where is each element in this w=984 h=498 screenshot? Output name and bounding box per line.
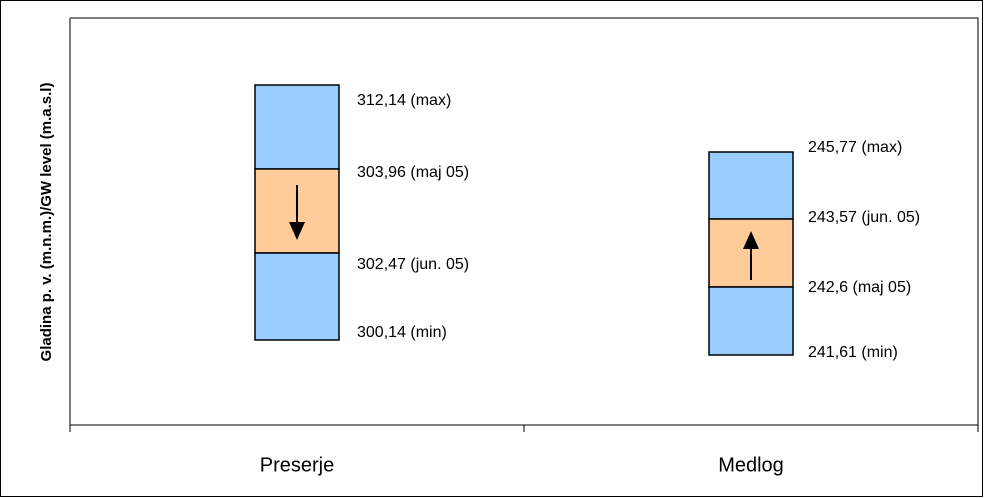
level-label: 245,77 (max) xyxy=(808,139,902,156)
category-label: Medlog xyxy=(718,454,784,476)
level-label: 300,14 (min) xyxy=(357,324,447,341)
level-label: 241,61 (min) xyxy=(808,344,898,361)
level-label: 312,14 (max) xyxy=(357,92,451,109)
y-axis-label: Gladina p. v. (m.n.m.)/GW level (m.a.s.l… xyxy=(38,83,55,362)
level-label: 242,6 (maj 05) xyxy=(808,279,911,296)
level-label: 243,57 (jun. 05) xyxy=(808,209,920,226)
category-label: Preserje xyxy=(260,454,334,476)
plot-frame xyxy=(70,17,979,425)
range-box xyxy=(708,286,794,356)
range-box xyxy=(254,252,340,341)
range-box xyxy=(708,151,794,220)
level-label: 302,47 (jun. 05) xyxy=(357,256,469,273)
range-box xyxy=(254,84,340,170)
level-label: 303,96 (maj 05) xyxy=(357,164,469,181)
